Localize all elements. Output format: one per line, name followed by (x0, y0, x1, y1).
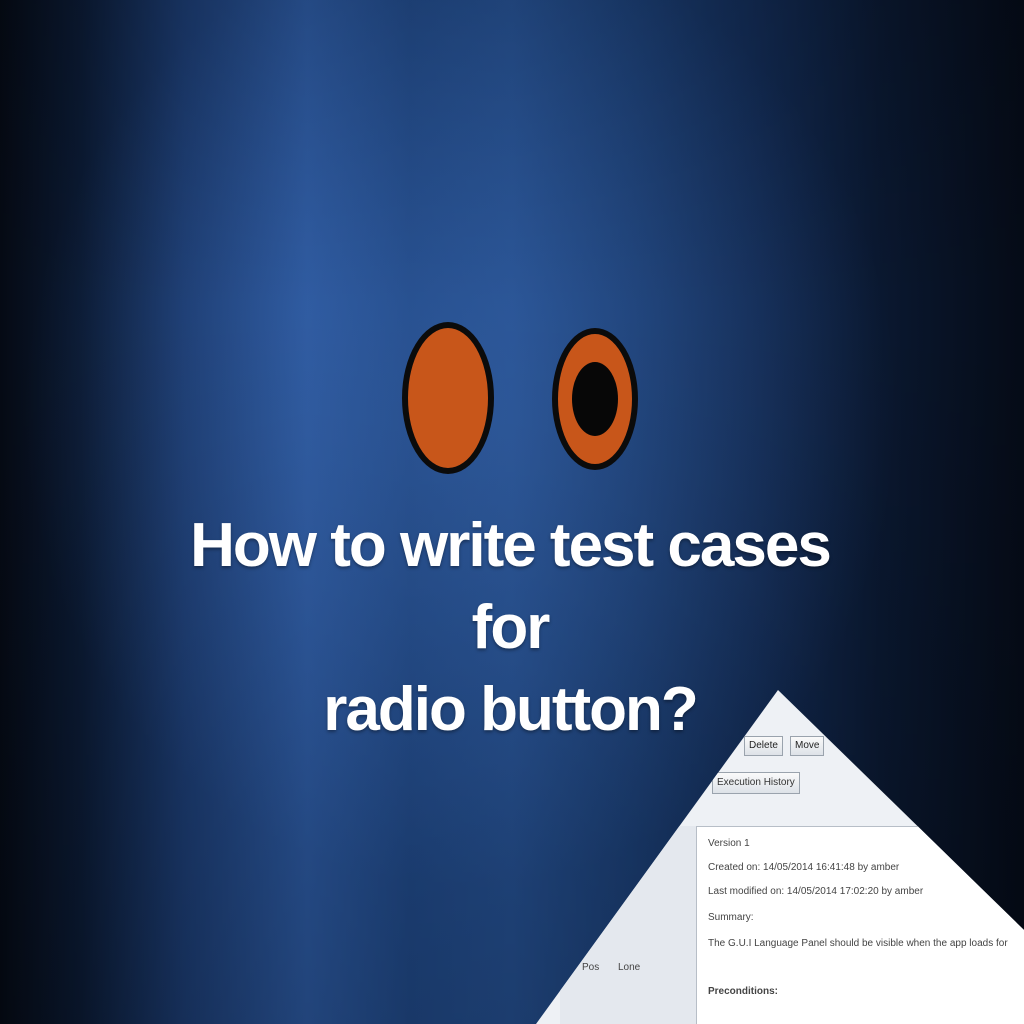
tree-label-pos: Pos (582, 962, 600, 973)
headline-line-1: How to write test cases for (190, 511, 832, 662)
preconditions-label: Preconditions: (708, 986, 779, 997)
modified-text: Last modified on: 14/05/2014 17:02:20 by… (708, 886, 924, 897)
headline-line-2: radio button? (323, 675, 698, 744)
summary-label: Summary: (708, 912, 754, 923)
delete-button[interactable]: Delete (744, 736, 783, 756)
radio-button-unselected (402, 322, 494, 474)
headline: How to write test cases for radio button… (150, 505, 870, 751)
move-button[interactable]: Move (790, 736, 825, 756)
summary-text: The G.U.I Language Panel should be visib… (708, 938, 1008, 949)
tree-label-lone: Lone (618, 962, 641, 973)
version-text: Version 1 (708, 838, 750, 849)
created-text: Created on: 14/05/2014 16:41:48 by amber (708, 862, 900, 873)
radio-button-selected-dot (572, 362, 618, 436)
execution-history-button[interactable]: Execution History (712, 772, 800, 794)
radio-button-selected (552, 328, 638, 470)
